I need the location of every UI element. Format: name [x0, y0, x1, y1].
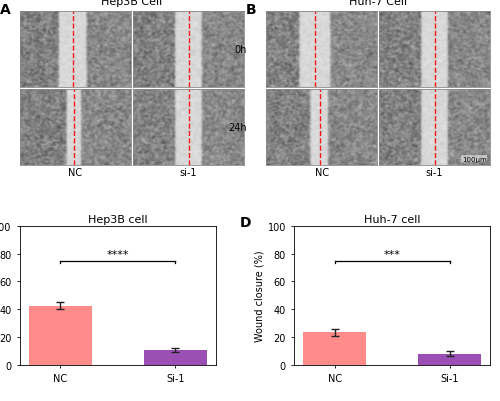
Y-axis label: 24h: 24h [228, 122, 246, 132]
Title: Hep3B cell: Hep3B cell [88, 214, 148, 224]
Bar [29, 306, 92, 365]
X-axis label: si-1: si-1 [180, 168, 197, 178]
Y-axis label: Wound closure (%): Wound closure (%) [254, 250, 264, 341]
Bar [144, 350, 207, 365]
Title: Huh-7 Cell: Huh-7 Cell [349, 0, 407, 7]
X-axis label: NC: NC [314, 168, 328, 178]
Bar [418, 354, 481, 365]
Title: Huh-7 cell: Huh-7 cell [364, 214, 420, 224]
X-axis label: NC: NC [68, 168, 82, 178]
Text: D: D [240, 215, 251, 229]
Bar [303, 332, 366, 365]
Text: A: A [0, 3, 11, 17]
Title: Hep3B Cell: Hep3B Cell [102, 0, 162, 7]
Text: 100μm: 100μm [462, 156, 486, 162]
Text: ***: *** [384, 250, 400, 259]
Y-axis label: 0h: 0h [234, 45, 246, 55]
X-axis label: si-1: si-1 [426, 168, 444, 178]
Text: B: B [246, 3, 257, 17]
Text: ****: **** [106, 250, 129, 259]
